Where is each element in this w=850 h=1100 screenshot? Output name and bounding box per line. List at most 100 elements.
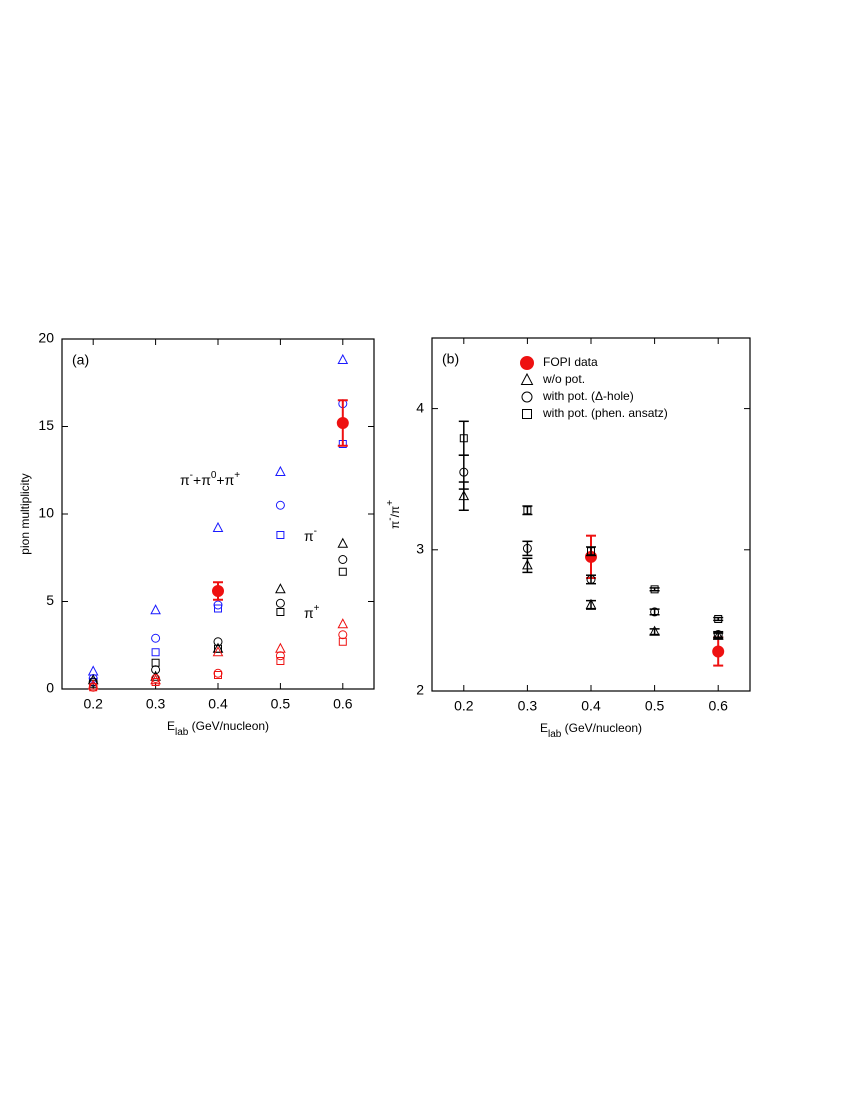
legend-marker [521, 391, 533, 403]
annotation-part: π [180, 472, 190, 488]
marker [214, 671, 222, 679]
y-axis-label-part: /π [388, 506, 402, 518]
x-tick-label: 0.6 [333, 696, 353, 712]
marker [712, 645, 725, 658]
marker [587, 547, 595, 556]
x-axis-label: Elab (GeV/nucleon) [540, 721, 642, 740]
marker [276, 531, 285, 539]
y-tick-label: 3 [416, 541, 424, 557]
y-axis-label-part: π [388, 521, 402, 529]
x-tick-label: 0.2 [83, 696, 103, 712]
marker [151, 658, 160, 667]
marker [650, 585, 659, 594]
marker [275, 500, 285, 510]
y-tick-label: 5 [46, 592, 54, 608]
marker [212, 521, 224, 532]
marker [522, 559, 533, 570]
marker [150, 670, 161, 681]
marker [337, 537, 349, 548]
marker [150, 674, 161, 685]
marker [150, 604, 161, 615]
legend-label: with pot. (phen. ansatz) [542, 406, 668, 420]
y-tick-label: 10 [38, 505, 54, 521]
marker [275, 583, 286, 594]
marker [87, 665, 99, 676]
marker [212, 646, 224, 657]
legend-marker [520, 356, 534, 370]
x-tick-label: 0.6 [708, 698, 728, 714]
y-axis-label: π-/π+ [385, 500, 402, 529]
x-tick-label: 0.5 [271, 696, 291, 712]
marker [338, 555, 348, 564]
x-tick-label: 0.5 [645, 698, 665, 714]
x-axis-label-part: (GeV/nucleon) [561, 721, 642, 735]
marker [585, 598, 597, 609]
annotation-part: π [304, 528, 314, 544]
y-axis-label-part: pion multiplicity [18, 473, 32, 554]
x-axis-label-part: E [540, 721, 548, 735]
annotation: π-+π0+π+ [180, 470, 240, 488]
marker [151, 678, 160, 686]
x-tick-label: 0.2 [454, 698, 474, 714]
legend-label: with pot. (Δ-hole) [542, 389, 634, 403]
marker [214, 604, 222, 613]
marker [337, 618, 349, 629]
plot-frame [61, 338, 375, 690]
marker [523, 506, 532, 515]
y-axis-label: pion multiplicity [18, 473, 32, 554]
marker [212, 585, 224, 597]
annotation-part: + [234, 470, 240, 481]
marker [649, 625, 660, 636]
marker [713, 630, 723, 640]
y-tick-label: 20 [38, 330, 54, 346]
marker [275, 598, 285, 608]
marker [338, 630, 348, 640]
marker [586, 574, 596, 584]
marker [712, 629, 724, 640]
legend-marker [520, 372, 534, 385]
x-axis-label-part: lab [548, 729, 562, 740]
marker [459, 467, 469, 477]
y-tick-label: 0 [46, 680, 54, 696]
legend-label: w/o pot. [542, 372, 585, 386]
marker [276, 608, 285, 616]
x-axis-label: Elab (GeV/nucleon) [167, 719, 269, 738]
annotation-part: - [190, 470, 193, 481]
marker [89, 683, 98, 692]
y-tick-label: 4 [416, 399, 424, 415]
annotation: π+ [304, 603, 320, 621]
marker [275, 651, 285, 661]
marker [458, 490, 470, 501]
annotation-part: +π [193, 472, 211, 488]
x-tick-label: 0.3 [518, 698, 538, 714]
marker [151, 633, 161, 643]
annotation: π- [304, 526, 317, 544]
marker [459, 434, 468, 443]
panel-label: (b) [442, 351, 459, 367]
marker [338, 567, 347, 576]
annotation-part: - [314, 526, 317, 537]
marker [338, 637, 347, 646]
marker [714, 614, 723, 623]
annotation-part: + [314, 603, 320, 614]
y-tick-label: 15 [38, 417, 54, 433]
x-axis-label-part: lab [175, 727, 189, 738]
marker [336, 417, 349, 429]
marker [522, 543, 532, 553]
panel-label: (a) [72, 352, 89, 368]
annotation-part: +π [216, 472, 234, 488]
legend-label: FOPI data [543, 355, 598, 369]
legend-marker [522, 409, 532, 419]
annotation-part: π [304, 605, 314, 621]
marker [275, 465, 286, 476]
x-axis-label-part: (GeV/nucleon) [188, 719, 269, 733]
marker [87, 679, 99, 690]
marker [213, 668, 223, 678]
x-axis-label-part: E [167, 719, 175, 733]
annotation-part: 0 [211, 470, 217, 481]
marker [650, 607, 660, 617]
x-tick-label: 0.3 [146, 696, 166, 712]
marker [214, 644, 222, 653]
marker [337, 353, 349, 364]
